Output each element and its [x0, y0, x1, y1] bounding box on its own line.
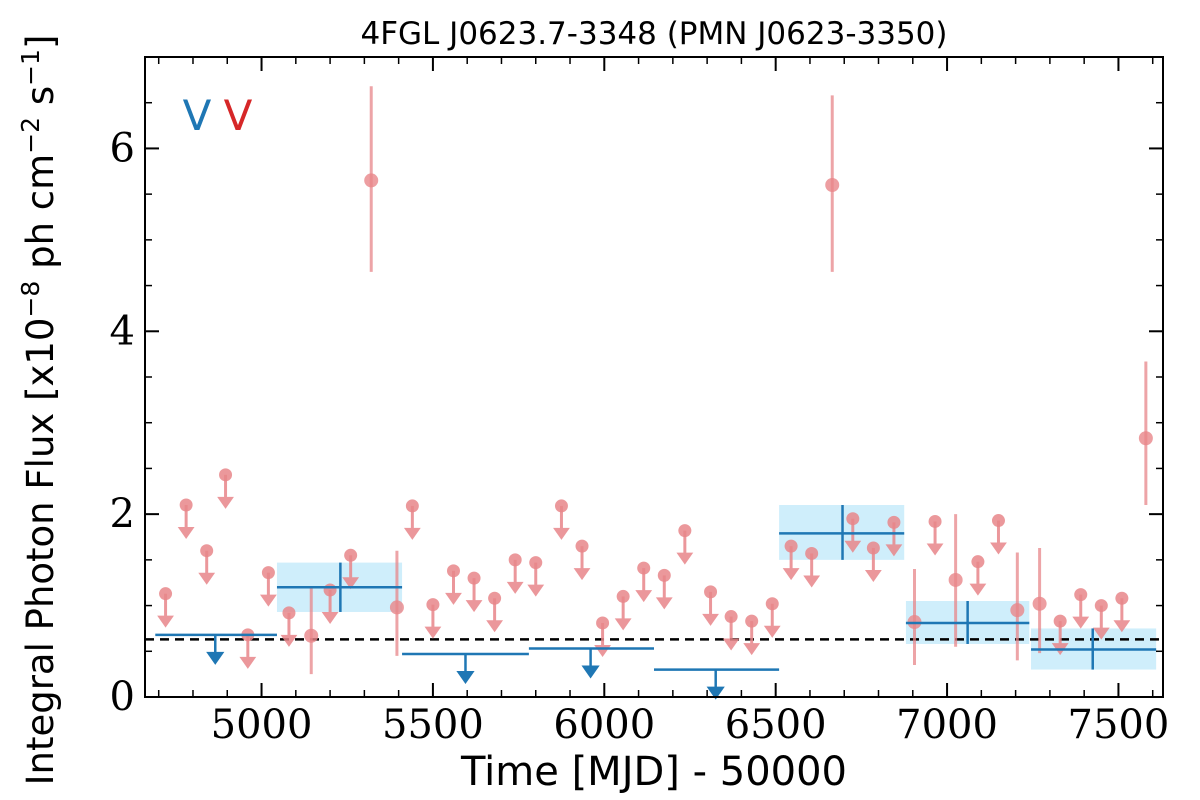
y-tick-label: 6 [110, 125, 135, 171]
short-bin-upper-limit-point [1053, 614, 1067, 628]
y-axis-label-main: Integral Photon Flux [x10 [19, 318, 62, 786]
short-bin-upper-limit-point [282, 606, 296, 620]
legend-entry-short-bins: V [224, 91, 253, 140]
short-bin-upper-limit-point [467, 571, 481, 585]
y-axis-label-mid: ph cm [19, 154, 62, 281]
short-bin-upper-limit-point [805, 546, 819, 560]
x-tick-label: 7500 [1068, 702, 1170, 748]
short-bin-upper-limit-point [200, 544, 214, 558]
short-bin-upper-limit-point [219, 468, 233, 482]
short-bin-upper-limit-point [159, 587, 173, 601]
short-bin-upper-limit-point [323, 583, 337, 597]
y-axis-label-mid2: s [19, 86, 62, 117]
short-bin-upper-limit-point [637, 561, 651, 575]
x-tick-label: 6500 [725, 702, 827, 748]
y-tick-label: 2 [110, 491, 135, 537]
y-tick-label: 4 [110, 308, 135, 354]
x-axis-label: Time [MJD] - 50000 [460, 749, 847, 795]
short-bin-upper-limit-point [1115, 591, 1129, 605]
short-bin-upper-limit-point [657, 568, 671, 582]
short-bin-upper-limit-point [928, 514, 942, 528]
short-bin-upper-limit-point [765, 597, 779, 611]
short-bin-upper-limit-point [991, 514, 1005, 528]
short-bin-upper-limit-point [596, 616, 610, 630]
short-bin-point [364, 173, 379, 188]
chart-title: 4FGL J0623.7-3348 (PMN J0623-3350) [360, 16, 947, 52]
legend-entry-long-bins: V [183, 91, 212, 140]
y-axis-label-end: ] [19, 35, 62, 49]
short-bin-upper-limit-point [724, 610, 738, 624]
axes: 5000 5500 6000 6500 7000 7500 0 2 4 6 [110, 56, 1170, 748]
short-bin-point [1032, 596, 1047, 611]
y-axis-label: Integral Photon Flux [x10−8 ph cm−2 s−1] [16, 35, 62, 786]
long-bin-upper-limit-arrow [581, 648, 600, 679]
short-bin-upper-limit-point [887, 515, 901, 529]
short-bin-upper-limit-point [508, 553, 522, 567]
short-bin-point [1138, 431, 1153, 446]
x-tick-label: 5000 [211, 702, 313, 748]
short-bin-upper-limit-point [704, 585, 718, 599]
short-bin-point [948, 572, 963, 587]
short-bin-upper-limit-point [784, 539, 798, 553]
short-bin-upper-limit-point [971, 555, 985, 569]
short-bin-upper-limit-point [616, 589, 630, 603]
long-bin-upper-limit-arrow [456, 654, 475, 685]
x-tick-label: 5500 [382, 702, 484, 748]
plot-area [145, 86, 1163, 700]
short-bin-upper-limit-point [1074, 588, 1088, 602]
short-bin-upper-limit-point [745, 614, 759, 628]
short-bin-point [1010, 603, 1025, 618]
x-tick-label: 7000 [896, 702, 998, 748]
y-axis-label-exp2: −2 [16, 117, 45, 154]
short-bin-upper-limit-point [575, 539, 589, 553]
short-bin-upper-limit-point [678, 524, 692, 538]
short-bin-point [304, 628, 319, 643]
y-tick-label: 0 [110, 674, 135, 720]
short-bin-upper-limit-point [179, 498, 193, 512]
short-bin-point [389, 600, 404, 615]
short-bin-upper-limit-point [846, 512, 860, 526]
long-bin-upper-limit-arrow [206, 634, 225, 665]
short-bin-upper-limit-point [529, 556, 543, 570]
y-axis-label-exp1: −8 [16, 281, 45, 318]
short-bin-upper-limit-point [866, 541, 880, 555]
y-axis-label-exp3: −1 [16, 49, 45, 86]
long-bin-upper-limit-arrow [706, 669, 725, 700]
short-bin-upper-limit-point [446, 564, 460, 578]
x-tick-label: 6000 [553, 702, 655, 748]
short-bin-point [825, 178, 840, 192]
short-bin-upper-limit-point [1094, 599, 1108, 613]
short-bin-upper-limit-point [488, 591, 502, 605]
short-bin-upper-limit-point [261, 566, 275, 580]
short-bin-upper-limit-point [554, 499, 568, 513]
short-bin-upper-limit-point [344, 548, 358, 562]
short-bin-upper-limit-point [405, 499, 419, 513]
short-bin-upper-limit-point [426, 598, 440, 612]
